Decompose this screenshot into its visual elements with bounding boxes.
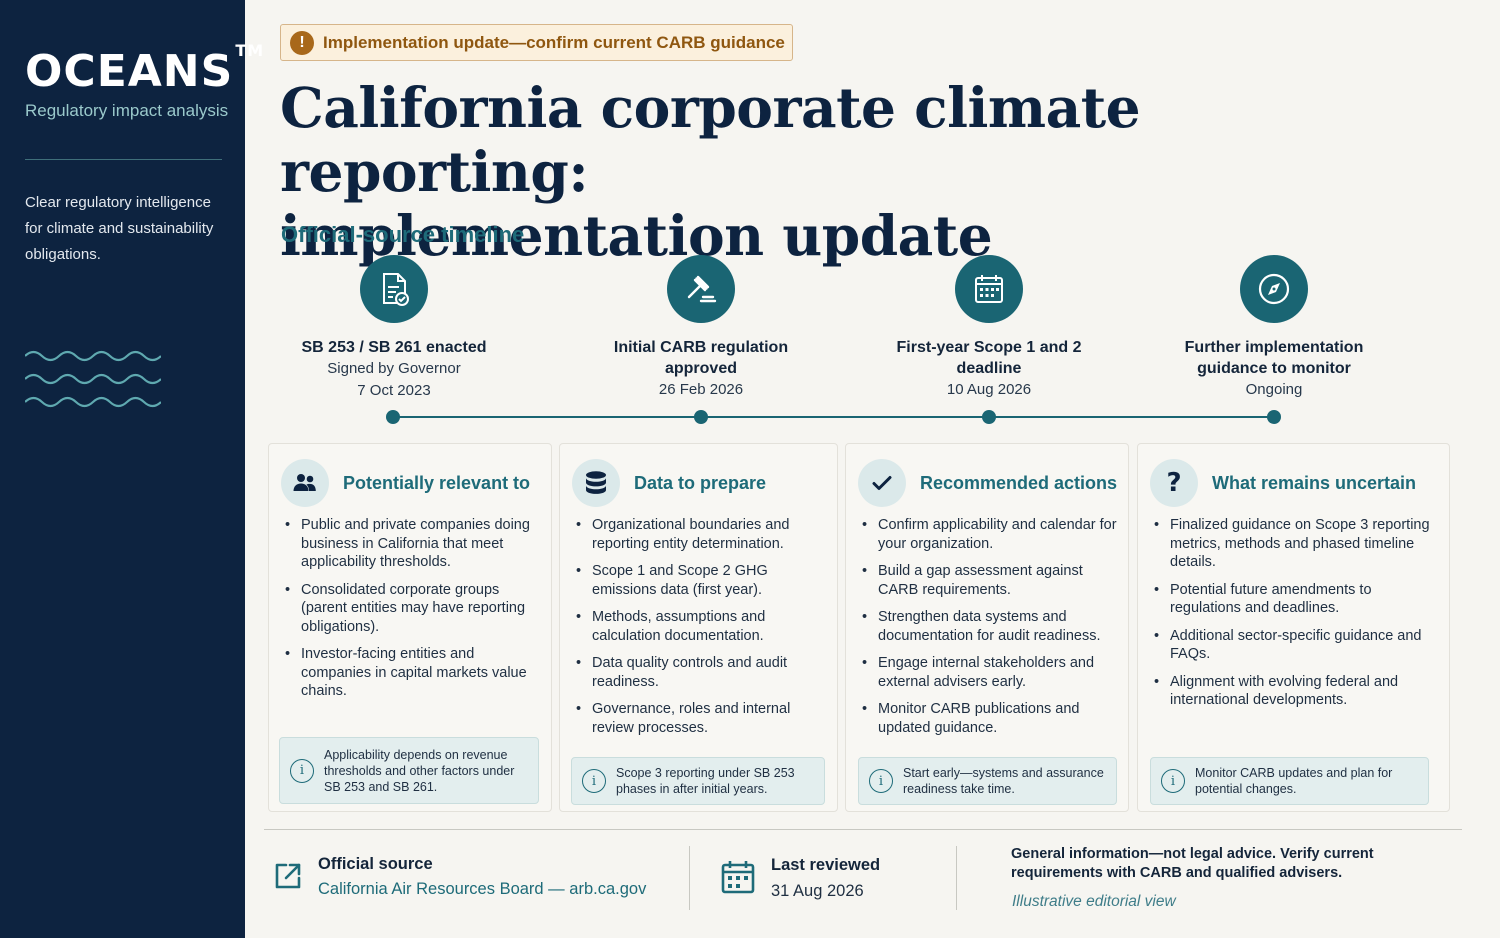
exclamation-icon: ! (290, 30, 314, 55)
card-list: Finalized guidance on Scope 3 reporting … (1152, 516, 1441, 719)
info-icon: i (290, 758, 314, 783)
brand-subtitle: Regulatory impact analysis (25, 101, 229, 120)
list-item: Potential future amendments to regulatio… (1152, 581, 1441, 618)
note-text: Scope 3 reporting under SB 253 phases in… (616, 766, 795, 796)
list-item: Data quality controls and audit readines… (574, 654, 829, 691)
legal-disclaimer: General information—not legal advice. Ve… (1011, 846, 1374, 881)
timeline-dot (386, 410, 400, 424)
card-list: Confirm applicability and calendar for y… (860, 516, 1120, 746)
card-what-remains-uncertain: ? What remains uncertain Finalized guida… (1137, 443, 1450, 812)
calendar-icon (955, 255, 1023, 323)
sidebar-description: Clear regulatory intelligence for climat… (25, 194, 214, 263)
milestone-title: SB 253 / SB 261 enacted (301, 339, 487, 356)
milestone-date: Ongoing (1245, 381, 1303, 398)
card-note: i Start early—systems and assurance read… (858, 757, 1117, 805)
info-icon: i (582, 769, 606, 793)
implementation-update-badge: ! Implementation update—confirm current … (280, 24, 793, 61)
timeline-dot (1267, 410, 1281, 424)
note-text: Applicability depends on revenue thresho… (324, 747, 515, 794)
list-item: Strengthen data systems and documentatio… (860, 608, 1120, 645)
timeline-dot (694, 410, 708, 424)
official-source-link[interactable]: California Air Resources Board — arb.ca.… (318, 880, 647, 898)
waves-icon (25, 350, 161, 408)
list-item: Monitor CARB publications and updated gu… (860, 700, 1120, 737)
card-note: i Monitor CARB updates and plan for pote… (1150, 757, 1429, 805)
gavel-icon (667, 255, 735, 323)
milestone-date: 26 Feb 2026 (658, 381, 744, 398)
card-potentially-relevant: Potentially relevant to Public and priva… (268, 443, 552, 812)
card-title: Recommended actions (920, 472, 1118, 493)
info-icon: i (869, 769, 893, 793)
list-item: Build a gap assessment against CARB requ… (860, 562, 1120, 599)
list-item: Consolidated corporate groups (parent en… (283, 581, 543, 637)
card-list: Organizational boundaries and reporting … (574, 516, 829, 746)
list-item: Alignment with evolving federal and inte… (1152, 673, 1441, 710)
brand-logo: OCEANS TM (25, 41, 265, 97)
list-item: Methods, assumptions and calculation doc… (574, 608, 829, 645)
list-item: Organizational boundaries and reporting … (574, 516, 829, 553)
list-item: Public and private companies doing busin… (283, 516, 543, 572)
milestone-first-year-deadline: First-year Scope 1 and 2 deadline 10 Aug… (869, 255, 1109, 401)
milestone-carb-approved: Initial CARB regulation approved 26 Feb … (581, 255, 821, 401)
timeline-line (393, 416, 1274, 418)
timeline-dot (982, 410, 996, 424)
sidebar: OCEANS TM Regulatory impact analysis Clea… (0, 0, 263, 938)
info-icon: i (1161, 769, 1185, 793)
card-data-to-prepare: Data to prepare Organizational boundarie… (559, 443, 838, 812)
footer-separator (689, 846, 690, 910)
card-title: Potentially relevant to (343, 472, 531, 493)
last-reviewed-label: Last reviewed (771, 856, 881, 874)
list-item: Finalized guidance on Scope 3 reporting … (1152, 516, 1441, 572)
card-list: Public and private companies doing busin… (283, 516, 543, 710)
question-icon: ? (1150, 459, 1198, 507)
editorial-note: Illustrative editorial view (1012, 893, 1176, 910)
timeline-heading: Official-source timeline (281, 222, 525, 247)
list-item: Investor-facing entities and companies i… (283, 645, 543, 701)
milestone-title: First-year Scope 1 and 2 deadline (896, 339, 1082, 377)
card-recommended-actions: Recommended actions Confirm applicabilit… (845, 443, 1129, 812)
external-link-icon[interactable] (272, 860, 304, 892)
card-title: What remains uncertain (1212, 472, 1417, 493)
list-item: Governance, roles and internal review pr… (574, 700, 829, 737)
list-item: Scope 1 and Scope 2 GHG emissions data (… (574, 562, 829, 599)
checkmark-icon (858, 459, 906, 507)
page-title: California corporate climate reporting: i… (280, 75, 1141, 268)
card-note: i Applicability depends on revenue thres… (279, 737, 539, 804)
footer-separator (956, 846, 957, 910)
last-reviewed-date: 31 Aug 2026 (771, 882, 864, 900)
note-text: Start early—systems and assurance readin… (903, 766, 1104, 796)
document-check-icon (360, 255, 428, 323)
milestone-title: Further implementation guidance to monit… (1184, 339, 1364, 377)
list-item: Additional sector-specific guidance and … (1152, 627, 1441, 664)
list-item: Confirm applicability and calendar for y… (860, 516, 1120, 553)
note-text: Monitor CARB updates and plan for potent… (1195, 766, 1393, 796)
milestone-title: Initial CARB regulation approved (613, 339, 789, 377)
people-icon (281, 459, 329, 507)
compass-icon (1240, 255, 1308, 323)
official-source-label: Official source (318, 855, 433, 873)
milestone-subtitle: Signed by Governor (327, 360, 461, 377)
badge-text: Implementation update—confirm current CA… (323, 32, 785, 52)
milestone-further-guidance: Further implementation guidance to monit… (1154, 255, 1394, 401)
database-icon (572, 459, 620, 507)
calendar-icon (721, 861, 755, 894)
footer-divider (264, 829, 1462, 830)
milestone-date: 7 Oct 2023 (357, 382, 431, 399)
list-item: Engage internal stakeholders and externa… (860, 654, 1120, 691)
card-title: Data to prepare (634, 472, 767, 493)
milestone-enacted: SB 253 / SB 261 enacted Signed by Govern… (274, 255, 514, 402)
milestone-date: 10 Aug 2026 (946, 381, 1032, 398)
sidebar-divider (25, 159, 222, 160)
card-note: i Scope 3 reporting under SB 253 phases … (571, 757, 825, 805)
